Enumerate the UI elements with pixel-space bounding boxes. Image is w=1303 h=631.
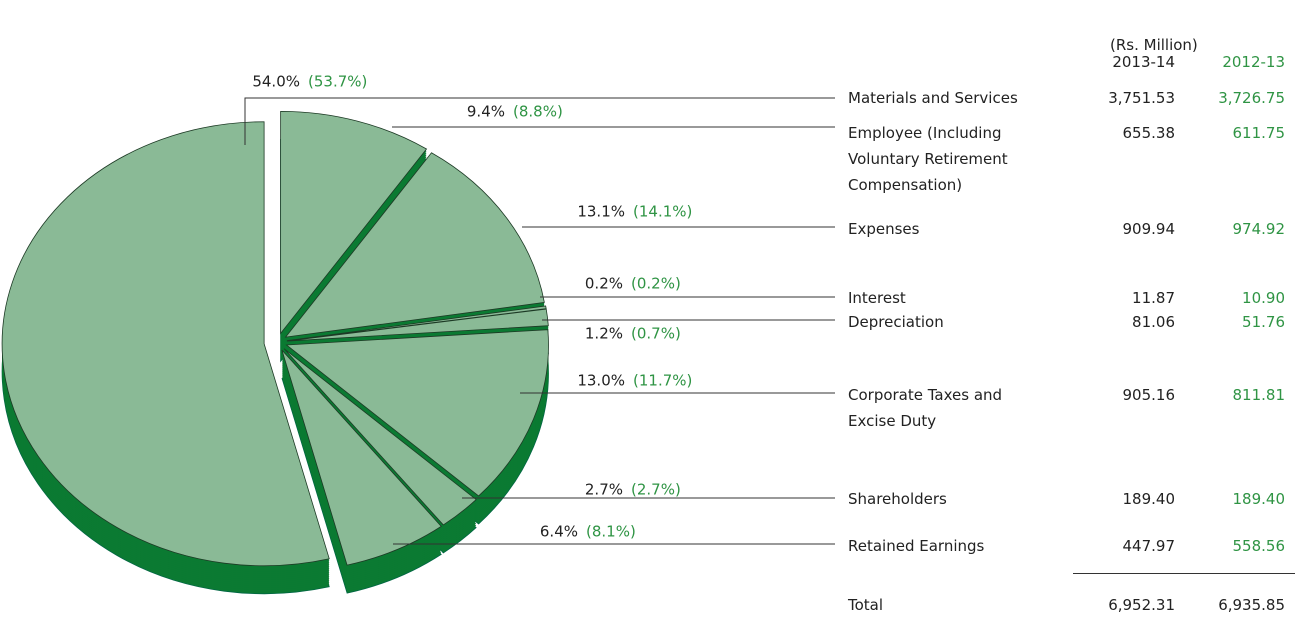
value-label: 0.2% [585,275,623,293]
slice [280,110,428,335]
total-label: Total [848,596,884,614]
category-label: Corporate Taxes and Excise Duty [848,386,1003,430]
category-label: Employee (Including Voluntary Retirement… [848,124,1008,194]
value-label: (14.1%) [633,203,692,221]
amount: 11.87 [1132,289,1175,307]
total-value: 6,952.31 [1108,596,1175,614]
amount: 3,751.53 [1108,89,1175,107]
value-label: 13.0% [577,372,625,390]
amount: 10.90 [1242,289,1285,307]
leader-line [244,97,835,145]
amount: 81.06 [1132,313,1175,331]
amount: 611.75 [1232,124,1286,142]
slice [1,121,330,567]
category-label: Interest [848,289,906,307]
category-label: Expenses [848,220,920,238]
column-header: 2013-14 [1112,53,1175,71]
amount: 974.92 [1232,220,1286,238]
value-label: 54.0% [252,73,300,91]
value-label: (8.8%) [513,103,563,121]
value-label: (2.7%) [631,481,681,499]
value-label: (11.7%) [633,372,692,390]
category-label: Retained Earnings [848,537,985,555]
value-label: 6.4% [540,523,578,541]
value-label: 1.2% [585,325,623,343]
unit-label: (Rs. Million) [1110,36,1198,54]
category-label: Shareholders [848,490,947,508]
category-label: Materials and Services [848,89,1018,107]
value-label: (8.1%) [586,523,636,541]
slice [283,348,477,526]
value-label: 2.7% [585,481,623,499]
amount: 189.40 [1122,490,1176,508]
total-value: 6,935.85 [1218,596,1285,614]
slice [284,152,545,338]
column-header: 2012-13 [1222,53,1285,71]
amount: 51.76 [1242,313,1285,331]
value-label: (0.2%) [631,275,681,293]
total-rule [1073,573,1295,574]
amount: 189.40 [1232,490,1286,508]
category-label: Depreciation [848,313,944,331]
slice [281,349,442,566]
amount: 447.97 [1122,537,1176,555]
value-label: (0.7%) [631,325,681,343]
slice [286,308,549,342]
amount: 905.16 [1122,386,1176,404]
amount: 909.94 [1122,220,1176,238]
slice [285,329,549,497]
amount: 558.56 [1232,537,1286,555]
value-label: (53.7%) [308,73,367,91]
value-label: 13.1% [577,203,625,221]
amount: 655.38 [1122,124,1176,142]
value-label: 9.4% [467,103,505,121]
amount: 811.81 [1232,386,1286,404]
amount: 3,726.75 [1218,89,1285,107]
